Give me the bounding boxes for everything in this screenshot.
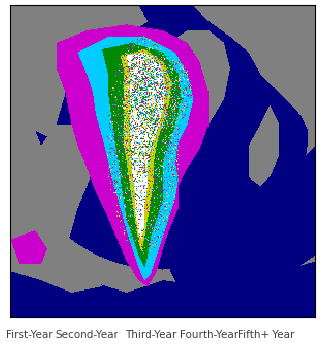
Text: Third-Year: Third-Year	[125, 330, 177, 340]
Text: Second-Year: Second-Year	[55, 330, 118, 340]
Text: Fourth-Year: Fourth-Year	[179, 330, 238, 340]
Text: First-Year: First-Year	[5, 330, 52, 340]
Text: Fifth+ Year: Fifth+ Year	[238, 330, 295, 340]
